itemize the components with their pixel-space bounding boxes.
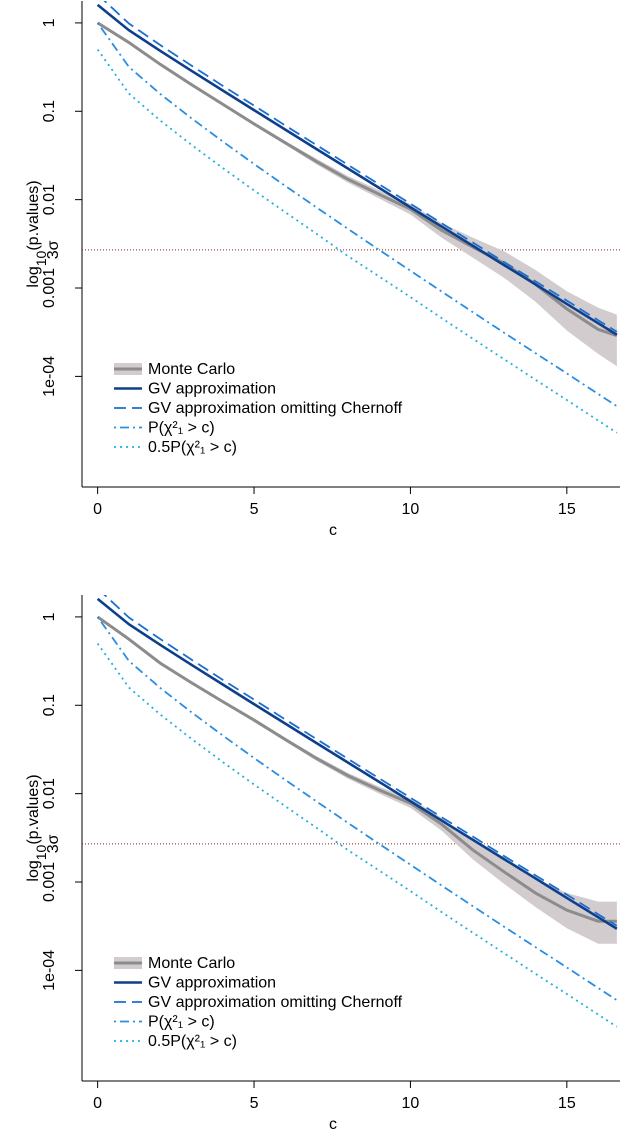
x-tick-label: 0 [93,1095,102,1112]
y-tick-label: 0.1 [41,100,58,122]
y-axis-title: log10(p.values) [25,774,49,881]
series-line [96,616,618,1001]
y-axis-title-part: (p.values) [25,774,42,844]
y-tick-label: 0.01 [41,184,58,215]
y-axis-title: log10(p.values) [25,180,49,287]
y-tick-label: 0.001 [41,862,58,902]
plot-area [82,1,620,434]
x-tick-label: 5 [250,1095,259,1112]
x-axis-title: c [329,1116,337,1133]
y-axis-title-part: (p.values) [25,180,42,250]
x-tick-label: 10 [402,1095,420,1112]
legend-label: P(χ²₁ > c) [148,1014,215,1031]
legend-label: GV approximation [148,381,276,398]
reference-label: 3σ [45,834,62,853]
series-line [103,1,618,333]
x-tick-label: 0 [93,501,102,518]
x-tick-label: 15 [558,1095,576,1112]
y-tick-label: 0.1 [41,694,58,716]
y-tick-label: 1e-04 [41,356,58,397]
series-line [96,597,618,930]
y-tick-label: 1 [41,18,58,27]
y-tick-label: 0.01 [41,778,58,809]
y-axis-title-part: 10 [33,250,49,266]
legend-label: 0.5P(χ²₁ > c) [148,439,237,456]
y-tick-label: 1 [41,612,58,621]
series-line [96,21,618,337]
x-tick-label: 5 [250,501,259,518]
series-line [103,595,618,927]
legend-label: P(χ²₁ > c) [148,420,215,437]
legend-label: Monte Carlo [148,361,235,378]
reference-label: 3σ [45,240,62,259]
x-axis-title: c [329,522,337,539]
series-line [96,3,618,336]
y-axis-title-part: 10 [33,844,49,860]
series-line [96,22,618,407]
legend-label: GV approximation [148,975,276,992]
y-tick-label: 1e-04 [41,950,58,991]
legend-label: GV approximation omitting Chernoff [148,400,403,417]
legend-label: GV approximation omitting Chernoff [148,994,403,1011]
x-tick-label: 10 [402,501,420,518]
legend-label: Monte Carlo [148,955,235,972]
legend-label: 0.5P(χ²₁ > c) [148,1033,237,1050]
plot-area [82,595,620,1028]
x-tick-label: 15 [558,501,576,518]
series-line [96,615,617,923]
y-axis-title-part: log [25,266,42,287]
y-tick-label: 0.001 [41,268,58,308]
y-axis-title-part: log [25,860,42,881]
